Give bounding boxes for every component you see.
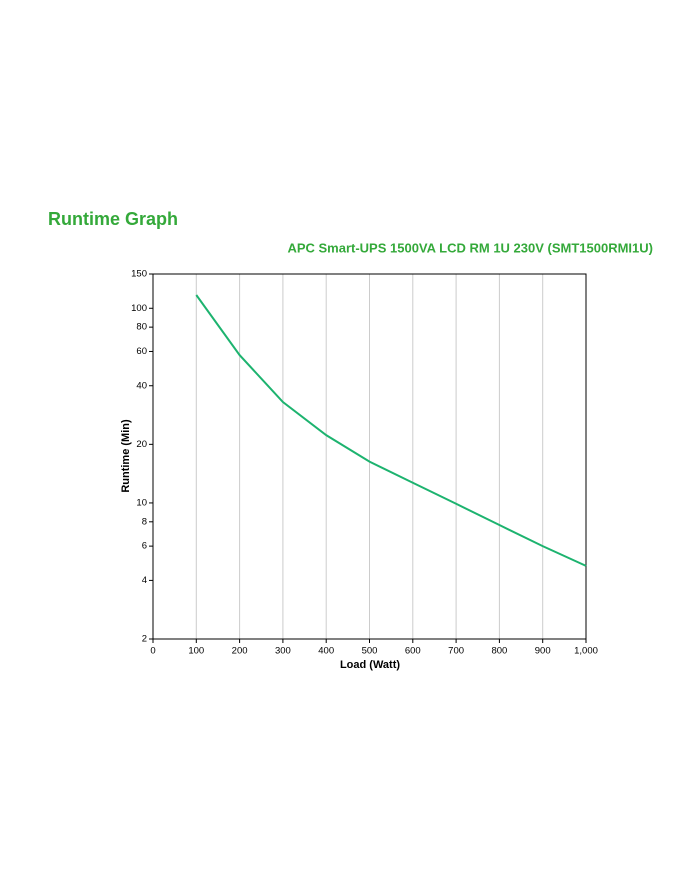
y-tick-label: 100 bbox=[131, 303, 147, 314]
x-tick-label: 300 bbox=[275, 646, 291, 657]
y-tick-label: 6 bbox=[142, 541, 147, 552]
chart-title: Runtime Graph bbox=[48, 209, 178, 229]
y-tick-label: 8 bbox=[142, 516, 147, 527]
chart-subtitle: APC Smart-UPS 1500VA LCD RM 1U 230V (SMT… bbox=[287, 240, 653, 255]
x-tick-label: 800 bbox=[491, 646, 507, 657]
plot-frame bbox=[152, 273, 587, 640]
x-tick-label: 100 bbox=[188, 646, 204, 657]
x-tick-label: 600 bbox=[405, 646, 421, 657]
x-tick-label: 700 bbox=[448, 646, 464, 657]
y-tick-label: 10 bbox=[136, 497, 147, 508]
y-tick-label: 4 bbox=[142, 575, 147, 586]
x-tick-label: 500 bbox=[362, 646, 378, 657]
x-tick-label: 400 bbox=[318, 646, 334, 657]
x-axis-label: Load (Watt) bbox=[340, 659, 400, 671]
y-tick-label: 150 bbox=[131, 269, 147, 280]
y-tick-label: 60 bbox=[136, 346, 147, 357]
y-tick-label: 40 bbox=[136, 380, 147, 391]
y-tick-label: 80 bbox=[136, 322, 147, 333]
y-axis-label: Runtime (Min) bbox=[120, 419, 132, 493]
x-tick-label: 900 bbox=[535, 646, 551, 657]
y-tick-label: 2 bbox=[142, 634, 147, 645]
x-tick-label: 200 bbox=[232, 646, 248, 657]
x-tick-label: 1,000 bbox=[574, 646, 598, 657]
series-line bbox=[195, 294, 587, 567]
y-tick-label: 20 bbox=[136, 439, 147, 450]
x-tick-label: 0 bbox=[150, 646, 155, 657]
